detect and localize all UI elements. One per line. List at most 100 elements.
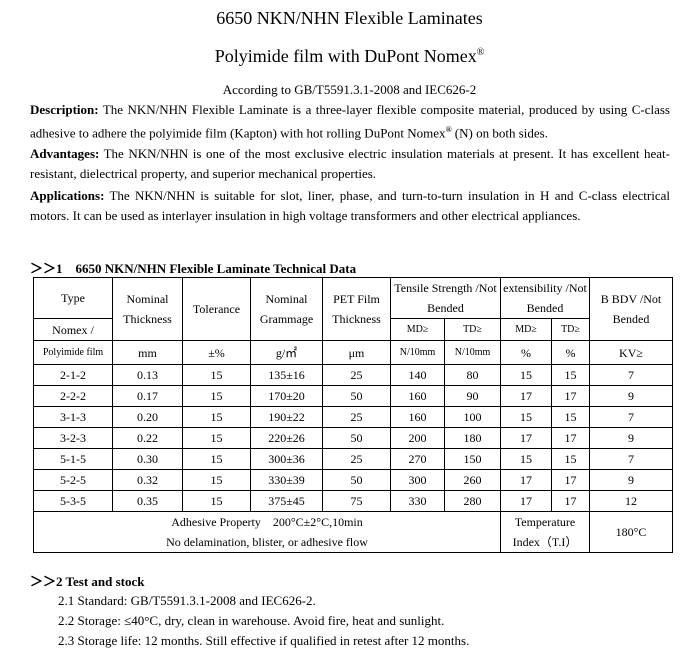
table-cell: 15: [551, 364, 590, 386]
table-cell: 0.17: [112, 385, 183, 407]
table-cell: 15: [182, 469, 251, 491]
table-cell: 17: [500, 385, 552, 407]
table-cell: 260: [444, 469, 501, 491]
table-cell: 15: [551, 448, 590, 470]
table-cell: 180: [444, 427, 501, 449]
header-md: MD≥: [390, 318, 445, 341]
table-cell: 220±26: [250, 427, 323, 449]
table-cell: 150: [444, 448, 501, 470]
unit-n1: N/10mm: [390, 340, 445, 365]
table-row: 3-2-3 0.22 15 220±26 50 200 180 17 17 9: [33, 427, 673, 449]
table-cell: 15: [182, 406, 251, 428]
table-cell: 0.22: [112, 427, 183, 449]
table-cell: 80: [444, 364, 501, 386]
table-cell: 160: [390, 406, 445, 428]
table-cell: 50: [322, 469, 391, 491]
applications: Applications: The NKN/NHN is suitable fo…: [30, 186, 670, 225]
table-cell: 15: [500, 448, 552, 470]
header-extensibility: extensibility /Not Bended: [500, 277, 590, 319]
table-cell: 15: [500, 364, 552, 386]
table-cell: 50: [322, 427, 391, 449]
table-cell: 200: [390, 427, 445, 449]
unit-p2: %: [551, 340, 590, 365]
table-cell: 17: [500, 469, 552, 491]
unit-pet: μm: [322, 340, 391, 365]
table-cell: 280: [444, 490, 501, 512]
adhesive-property: Adhesive Property 200°C±2°C,10min No dela…: [33, 511, 501, 553]
table-cell: 17: [551, 385, 590, 407]
table-cell: 12: [589, 490, 673, 512]
unit-mm: mm: [112, 340, 183, 365]
section-1-heading: ＞＞1 6650 NKN/NHN Flexible Laminate Techn…: [30, 261, 357, 276]
description-text: The NKN/NHN Flexible Laminate is a three…: [30, 102, 670, 140]
table-cell: 15: [182, 385, 251, 407]
table-cell: 17: [500, 427, 552, 449]
table-row: 2-2-2 0.17 15 170±20 50 160 90 17 17 9: [33, 385, 673, 407]
temperature-index-value: 180°C: [589, 511, 673, 553]
header-thickness: Nominal Thickness: [112, 277, 183, 341]
table-cell: 15: [500, 406, 552, 428]
header-bdv: B BDV /Not Bended: [589, 277, 673, 341]
table-cell: 15: [182, 364, 251, 386]
registered-mark: ®: [476, 47, 485, 58]
header-tensile: Tensile Strength /Not Bended: [390, 277, 501, 319]
table-cell: 5-3-5: [33, 490, 113, 512]
unit-gram: g/㎡: [250, 340, 323, 365]
table-row: 5-3-5 0.35 15 375±45 75 330 280 17 17 12: [33, 490, 673, 512]
header-pet: PET Film Thickness: [322, 277, 391, 341]
table-cell: 140: [390, 364, 445, 386]
description-label: Description:: [30, 102, 99, 117]
table-cell: 15: [182, 490, 251, 512]
subtitle-text: Polyimide film with DuPont Nomex: [214, 46, 477, 66]
table-row: 2-1-2 0.13 15 135±16 25 140 80 15 15 7: [33, 364, 673, 386]
table-cell: 2-2-2: [33, 385, 113, 407]
table-cell: 17: [551, 469, 590, 491]
advantages-text: The NKN/NHN is one of the most exclusive…: [30, 146, 670, 181]
header-td-ext: TD≥: [551, 318, 590, 341]
advantages-label: Advantages:: [30, 146, 100, 161]
header-nomex: Nomex /: [33, 318, 113, 341]
list-item: 2.1 Standard: GB/T5591.3.1-2008 and IEC6…: [58, 593, 316, 608]
list-item: 2.3 Storage life: 12 months. Still effec…: [58, 633, 470, 648]
table-cell: 100: [444, 406, 501, 428]
table-cell: 7: [589, 406, 673, 428]
table-cell: 5-1-5: [33, 448, 113, 470]
header-type: Type: [33, 277, 113, 319]
table-cell: 9: [589, 385, 673, 407]
table-cell: 9: [589, 427, 673, 449]
header-td: TD≥: [444, 318, 501, 341]
header-tolerance: Tolerance: [182, 277, 251, 341]
table-cell: 300: [390, 469, 445, 491]
unit-kv: KV≥: [589, 340, 673, 365]
table-cell: 2-1-2: [33, 364, 113, 386]
registered-mark: ®: [445, 124, 452, 134]
table-cell: 375±45: [250, 490, 323, 512]
standard-line: According to GB/T5591.3.1-2008 and IEC62…: [222, 82, 477, 97]
unit-tol: ±%: [182, 340, 251, 365]
temperature-index-label: Temperature Index（T.I）: [500, 511, 590, 553]
list-item: 2.2 Storage: ≤40°C, dry, clean in wareho…: [58, 613, 445, 628]
table-cell: 300±36: [250, 448, 323, 470]
table-cell: 0.32: [112, 469, 183, 491]
unit-p1: %: [500, 340, 552, 365]
description-text-end: (N) on both sides.: [451, 124, 548, 140]
table-cell: 190±22: [250, 406, 323, 428]
table-cell: 0.20: [112, 406, 183, 428]
table-cell: 0.30: [112, 448, 183, 470]
table-cell: 9: [589, 469, 673, 491]
table-cell: 330: [390, 490, 445, 512]
table-cell: 17: [551, 427, 590, 449]
applications-text: The NKN/NHN is suitable for slot, liner,…: [30, 188, 670, 223]
applications-label: Applications:: [30, 188, 105, 203]
unit-polyimide: Polyimide film: [33, 340, 113, 365]
description: Description: The NKN/NHN Flexible Lamina…: [30, 100, 670, 142]
technical-data-table: Type Nominal Thickness Tolerance Nominal…: [33, 277, 673, 553]
page-title: 6650 NKN/NHN Flexible Laminates: [216, 8, 483, 28]
table-cell: 160: [390, 385, 445, 407]
adhesive-line-2: No delamination, blister, or adhesive fl…: [166, 535, 368, 549]
table-cell: 7: [589, 364, 673, 386]
table-cell: 170±20: [250, 385, 323, 407]
table-cell: 15: [182, 448, 251, 470]
table-cell: 3-1-3: [33, 406, 113, 428]
table-cell: 17: [551, 490, 590, 512]
